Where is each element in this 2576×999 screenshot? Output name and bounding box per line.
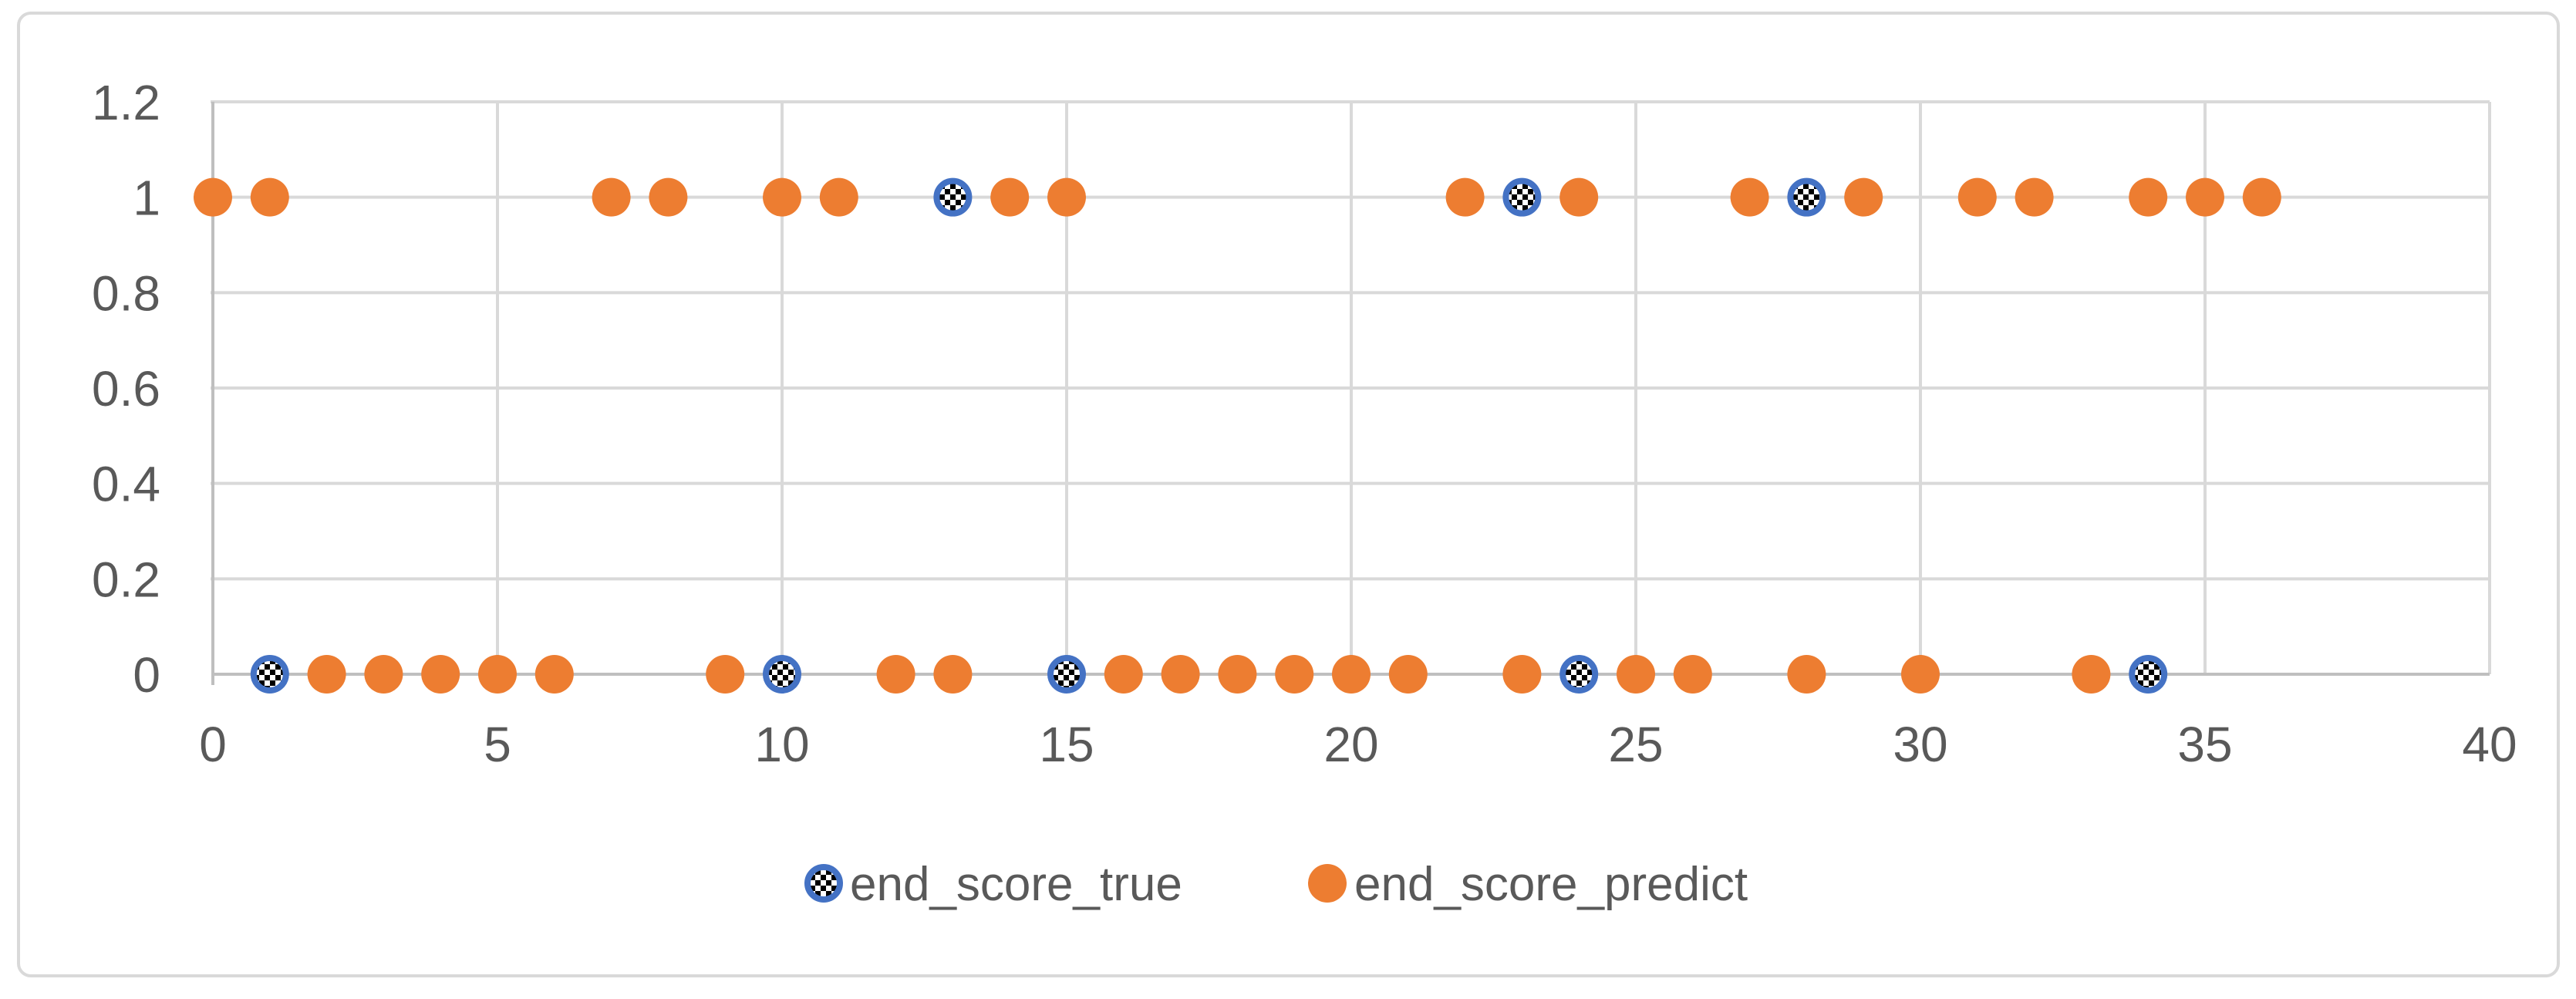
data-point-predict[interactable] [534, 655, 574, 694]
x-tick-label: 30 [1893, 717, 1947, 772]
data-point-predict[interactable] [1502, 655, 1542, 694]
data-point-true[interactable] [933, 177, 973, 217]
data-point-predict[interactable] [421, 655, 460, 694]
data-point-true[interactable] [250, 655, 289, 694]
y-tick-label: 1 [133, 170, 160, 226]
data-point-true[interactable] [1047, 655, 1086, 694]
data-point-predict[interactable] [819, 177, 858, 217]
data-point-predict[interactable] [1104, 655, 1143, 694]
data-point-predict[interactable] [1218, 655, 1257, 694]
data-point-predict[interactable] [194, 177, 232, 217]
data-point-predict[interactable] [250, 177, 289, 217]
y-tick-label: 0 [133, 647, 160, 703]
y-tick-label: 0.2 [92, 552, 160, 607]
solid-circle-icon [1308, 864, 1347, 903]
x-tick-label: 0 [199, 717, 227, 772]
data-point-predict[interactable] [1673, 655, 1712, 694]
data-point-true[interactable] [1502, 177, 1542, 217]
data-point-predict[interactable] [763, 177, 801, 217]
data-point-true[interactable] [1559, 655, 1599, 694]
x-tick-label: 10 [754, 717, 809, 772]
data-point-predict[interactable] [1047, 177, 1086, 217]
data-point-predict[interactable] [649, 177, 688, 217]
data-point-predict[interactable] [1901, 655, 1940, 694]
data-point-predict[interactable] [307, 655, 346, 694]
y-tick-labels: 0 0.2 0.4 0.6 0.8 1 1.2 [92, 75, 160, 703]
x-tick-label: 5 [484, 717, 511, 772]
checkered-circle-icon [804, 864, 843, 903]
data-point-predict[interactable] [478, 655, 517, 694]
x-tick-labels: 0 5 10 15 20 25 30 35 40 [199, 717, 2517, 772]
data-point-predict[interactable] [1275, 655, 1314, 694]
data-point-predict[interactable] [1388, 655, 1428, 694]
data-point-predict[interactable] [1787, 655, 1826, 694]
legend-label: end_score_true [850, 858, 1182, 911]
data-point-true[interactable] [763, 655, 801, 694]
data-point-predict[interactable] [2242, 177, 2281, 217]
data-point-predict[interactable] [592, 177, 631, 217]
data-point-predict[interactable] [1332, 655, 1371, 694]
data-point-predict[interactable] [1161, 655, 1200, 694]
data-point-true[interactable] [1787, 177, 1826, 217]
data-point-predict[interactable] [1617, 655, 1655, 694]
x-tick-label: 40 [2462, 717, 2517, 772]
data-point-true[interactable] [2129, 655, 2168, 694]
data-point-predict[interactable] [706, 655, 745, 694]
data-point-predict[interactable] [1730, 177, 1769, 217]
y-tick-label: 0.4 [92, 457, 160, 512]
data-point-predict[interactable] [364, 655, 403, 694]
data-point-predict[interactable] [2072, 655, 2111, 694]
data-point-predict[interactable] [2015, 177, 2054, 217]
x-tick-label: 25 [1608, 717, 1663, 772]
data-point-predict[interactable] [1957, 177, 1997, 217]
series-true-points [250, 177, 2168, 694]
legend-label: end_score_predict [1354, 858, 1748, 911]
y-tick-label: 0.6 [92, 361, 160, 417]
legend: end_score_true end_score_predict [804, 858, 1748, 911]
data-point-predict[interactable] [1445, 177, 1485, 217]
x-tick-label: 15 [1039, 717, 1094, 772]
legend-item-end_score_predict[interactable]: end_score_predict [1308, 858, 1748, 911]
data-point-predict[interactable] [2129, 177, 2168, 217]
data-point-predict[interactable] [933, 655, 973, 694]
y-tick-label: 1.2 [92, 75, 160, 130]
y-tick-label: 0.8 [92, 265, 160, 321]
data-point-predict[interactable] [990, 177, 1030, 217]
legend-item-end_score_true[interactable]: end_score_true [804, 858, 1182, 911]
x-tick-label: 35 [2177, 717, 2232, 772]
v-gridlines [496, 102, 2491, 674]
data-point-predict[interactable] [1844, 177, 1883, 217]
data-point-predict[interactable] [1559, 177, 1599, 217]
chart-border [17, 12, 2560, 977]
series-predict-points [194, 177, 2281, 694]
data-point-predict[interactable] [876, 655, 915, 694]
data-point-predict[interactable] [2186, 177, 2224, 217]
x-tick-label: 20 [1323, 717, 1378, 772]
